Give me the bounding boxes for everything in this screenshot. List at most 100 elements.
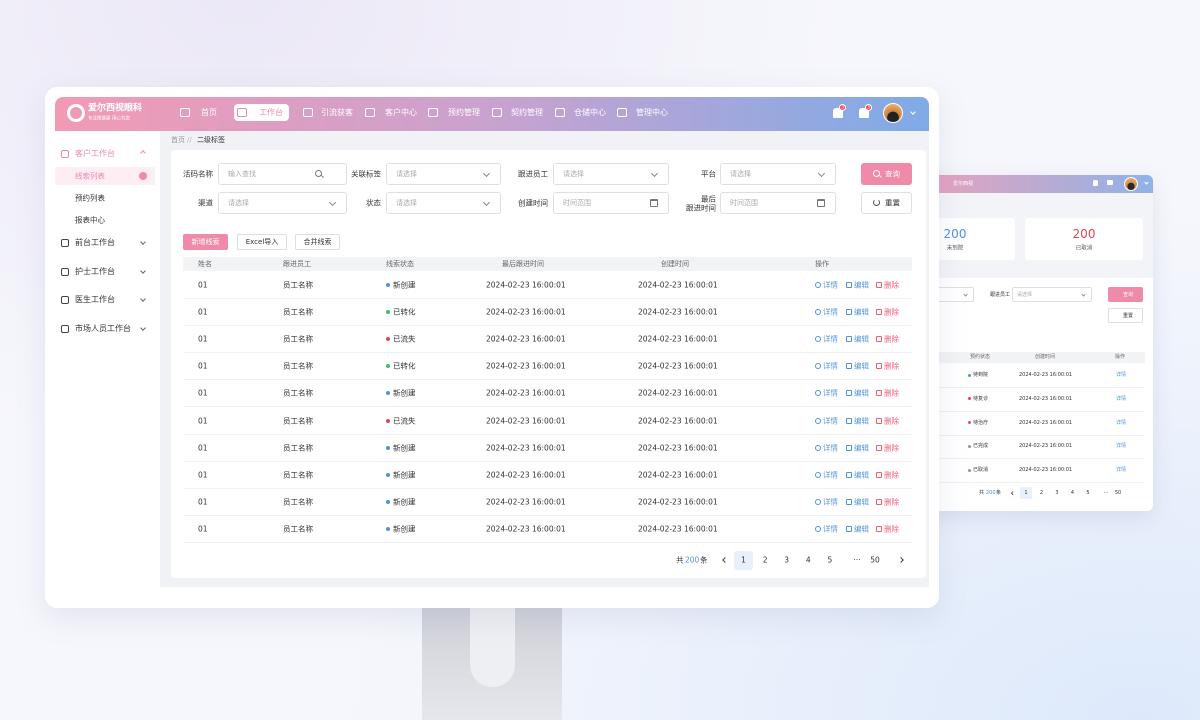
row-action[interactable]: 详情 — [1116, 443, 1127, 450]
nav-item[interactable]: 仓储中心 — [574, 108, 606, 118]
nav-item[interactable]: 首页 — [201, 108, 217, 118]
row-action[interactable]: 详情 — [823, 280, 838, 290]
row-action[interactable]: 删除 — [884, 470, 899, 480]
row-action-icon — [876, 282, 882, 288]
row-action[interactable]: 详情 — [823, 497, 838, 507]
row-action[interactable]: 删除 — [884, 307, 899, 317]
row-action[interactable]: 详情 — [1116, 419, 1127, 426]
page-number[interactable]: 3 — [1055, 490, 1059, 496]
page-number[interactable]: 2 — [762, 555, 768, 565]
avatar[interactable] — [883, 103, 903, 123]
page-number[interactable]: 1 — [1024, 490, 1028, 496]
sidebar-item[interactable]: 预约列表 — [75, 193, 105, 203]
nav-item[interactable]: 管理中心 — [636, 108, 668, 118]
nav-active-pill[interactable] — [234, 104, 289, 121]
row-action[interactable]: 删除 — [884, 361, 899, 371]
filter-input[interactable] — [218, 163, 347, 185]
row-action[interactable]: 详情 — [823, 416, 838, 425]
badge — [865, 104, 872, 111]
filter-placeholder: 输入查找 — [228, 169, 256, 178]
page-number[interactable]: 2 — [1039, 490, 1044, 496]
reset-button-text[interactable]: 重置 — [1122, 313, 1134, 319]
action-button-text[interactable]: 合并线索 — [303, 237, 332, 246]
page-number[interactable]: 4 — [805, 555, 811, 565]
sidebar-group[interactable]: 客户工作台 — [75, 149, 115, 159]
row-action[interactable]: 编辑 — [854, 497, 869, 507]
row-action[interactable]: 详情 — [823, 361, 838, 371]
row-action[interactable]: 详情 — [823, 334, 838, 344]
row-action[interactable]: 删除 — [884, 334, 899, 344]
nav-item[interactable]: 引流获客 — [321, 108, 353, 118]
row-action[interactable]: 编辑 — [854, 470, 869, 480]
header-icon[interactable] — [859, 108, 869, 118]
action-button-text[interactable]: Excel导入 — [245, 237, 279, 246]
row-action[interactable]: 删除 — [884, 524, 899, 534]
nav-item[interactable]: 契约管理 — [511, 108, 543, 118]
action-button-text[interactable]: 新增线索 — [191, 237, 220, 246]
filter-select — [1012, 287, 1092, 302]
row-action[interactable]: 编辑 — [854, 280, 869, 290]
row-action[interactable]: 详情 — [823, 470, 838, 480]
search-button[interactable] — [1108, 287, 1143, 302]
page-active[interactable] — [734, 551, 753, 570]
reset-button[interactable] — [861, 192, 912, 214]
row-action[interactable]: 详情 — [1116, 395, 1127, 402]
page-number[interactable]: 3 — [784, 555, 790, 565]
sidebar-group[interactable]: 前台工作台 — [75, 238, 115, 248]
action-button[interactable] — [295, 234, 340, 250]
row-divider — [900, 387, 1145, 388]
filter-input[interactable] — [386, 192, 501, 214]
filter-input[interactable] — [720, 163, 836, 185]
page-number[interactable]: 4 — [1070, 490, 1075, 496]
search-button[interactable] — [861, 163, 912, 185]
row-action[interactable]: 编辑 — [854, 388, 869, 398]
row-action[interactable]: 详情 — [823, 443, 838, 453]
search-button-text[interactable]: 查询 — [1122, 292, 1134, 298]
page-number[interactable]: 1 — [741, 555, 746, 565]
row-action[interactable]: 删除 — [884, 443, 899, 453]
page-number[interactable]: 5 — [1086, 490, 1090, 496]
sidebar-item[interactable]: 报表中心 — [75, 215, 105, 225]
row-action[interactable]: 删除 — [884, 416, 899, 425]
row-action[interactable]: 编辑 — [854, 524, 869, 534]
page-last[interactable]: 50 — [1114, 490, 1122, 496]
row-action[interactable]: 编辑 — [854, 361, 869, 371]
filter-input[interactable] — [553, 163, 669, 185]
row-action[interactable]: 详情 — [1116, 467, 1127, 474]
page-last[interactable]: 50 — [870, 555, 880, 565]
row-action[interactable]: 删除 — [884, 497, 899, 507]
filter-input[interactable] — [218, 192, 347, 214]
nav-item[interactable]: 预约管理 — [448, 108, 480, 118]
sidebar-group[interactable]: 市场人员工作台 — [75, 323, 131, 333]
action-button[interactable] — [237, 234, 287, 250]
page-number[interactable]: 5 — [827, 555, 833, 565]
row-action[interactable]: 详情 — [1116, 372, 1127, 378]
reset-button-text[interactable]: 重置 — [885, 198, 900, 208]
status-dot — [968, 397, 971, 401]
row-action[interactable]: 详情 — [823, 307, 838, 317]
row-action[interactable]: 编辑 — [854, 334, 869, 344]
filter-input[interactable] — [553, 192, 669, 214]
row-action[interactable]: 编辑 — [854, 307, 869, 317]
filter-input[interactable] — [720, 192, 836, 214]
sidebar-group[interactable]: 护士工作台 — [75, 266, 115, 276]
badge — [839, 104, 846, 111]
filter-input[interactable] — [386, 163, 501, 185]
reset-button[interactable] — [1108, 308, 1143, 323]
row-action[interactable]: 删除 — [884, 388, 899, 398]
row-action[interactable]: 删除 — [884, 280, 899, 290]
sidebar-item[interactable]: 线索列表 — [75, 171, 105, 181]
status-dot — [385, 472, 390, 477]
nav-item[interactable]: 工作台 — [259, 108, 283, 118]
row-action[interactable]: 编辑 — [854, 443, 869, 453]
row-action[interactable]: 详情 — [823, 388, 838, 398]
sidebar-group[interactable]: 医生工作台 — [75, 295, 115, 305]
row-action[interactable]: 详情 — [823, 524, 838, 534]
header-icon[interactable] — [833, 108, 843, 118]
nav-item[interactable]: 客户中心 — [385, 108, 417, 118]
status-dot — [385, 445, 390, 450]
action-button[interactable] — [183, 234, 228, 250]
search-button-text[interactable]: 查询 — [885, 169, 900, 179]
row-divider — [183, 487, 912, 489]
row-action[interactable]: 编辑 — [854, 416, 869, 425]
